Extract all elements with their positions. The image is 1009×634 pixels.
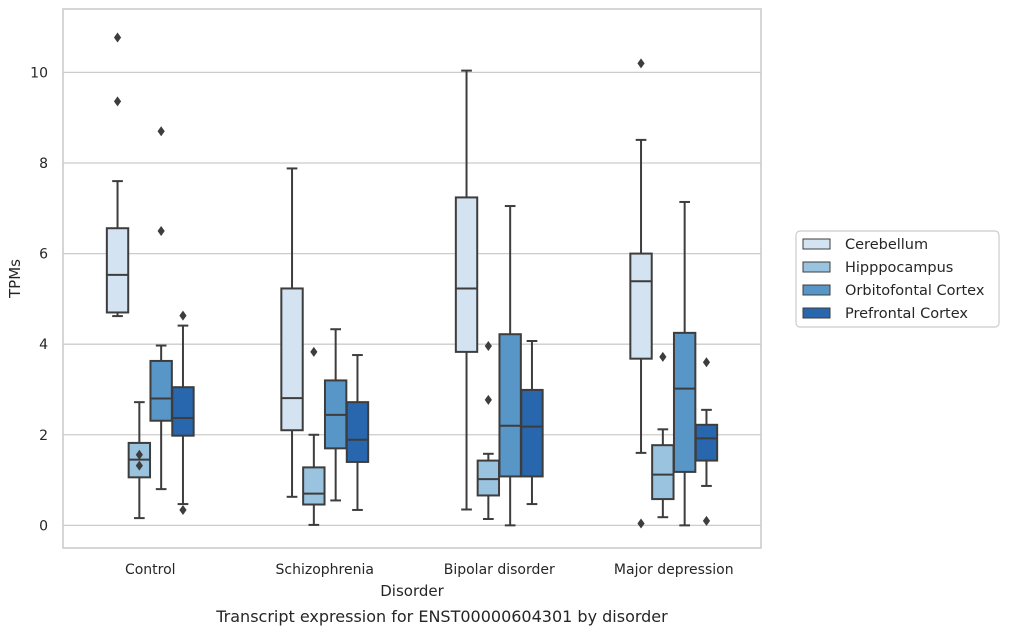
outlier-point	[179, 504, 187, 515]
y-tick-label: 10	[30, 65, 48, 81]
box-group	[127, 401, 152, 520]
outlier-point	[484, 394, 492, 405]
legend-swatch	[802, 261, 831, 273]
legend-label: Orbitofontal Cortex	[845, 283, 985, 299]
outlier-point	[637, 518, 645, 529]
box-group	[476, 340, 501, 521]
y-tick-label: 6	[39, 247, 48, 263]
outlier-point	[135, 460, 143, 471]
outlier-point	[484, 340, 492, 351]
legend-item: Cerebellum	[802, 237, 928, 253]
box	[672, 331, 697, 473]
outlier-point	[179, 310, 187, 321]
box	[651, 444, 675, 501]
series-1	[127, 340, 675, 526]
x-tick-label: Schizophrenia	[276, 562, 374, 578]
outlier-point	[659, 351, 667, 362]
legend: Cerebellum Hipppocampus Orbitofontal Corte…	[795, 230, 1000, 328]
legend-swatch	[802, 284, 831, 296]
x-tick-label: Control	[125, 562, 176, 578]
box-group	[323, 328, 348, 502]
outlier-point	[157, 225, 165, 236]
box-group	[454, 69, 479, 511]
box	[629, 252, 653, 360]
box-group	[302, 346, 326, 526]
box	[345, 401, 370, 463]
box-group	[520, 340, 544, 506]
legend-item: Orbitofontal Cortex	[802, 283, 985, 299]
plot-area-frame	[62, 8, 762, 549]
legend-swatch	[802, 238, 831, 250]
box	[520, 388, 544, 478]
x-axis-label: Disorder	[380, 582, 444, 600]
box	[149, 359, 173, 422]
box	[171, 386, 195, 437]
series-0	[105, 32, 653, 529]
outlier-point	[702, 357, 711, 368]
series-2	[149, 126, 697, 527]
box	[694, 423, 719, 462]
legend-frame	[795, 230, 1000, 328]
box-group	[694, 357, 719, 526]
box-group	[105, 32, 130, 318]
y-tick-labels: 0 2 4 6 8 10	[30, 65, 48, 534]
y-axis-label: TPMs	[6, 259, 24, 299]
box	[105, 227, 130, 314]
legend-label: Prefrontal Cortex	[845, 306, 968, 322]
legend-item: Hipppocampus	[802, 260, 953, 276]
legend-swatch	[802, 307, 831, 319]
outlier-point	[113, 96, 122, 107]
x-tick-labels: Control Schizophrenia Bipolar disorder Majo…	[125, 562, 734, 578]
box-group	[672, 200, 697, 527]
x-tick-label: Bipolar disorder	[444, 562, 555, 578]
box	[302, 466, 326, 506]
box	[498, 333, 522, 478]
outlier-point	[637, 58, 645, 69]
legend-label: Hipppocampus	[845, 260, 953, 276]
box-group	[280, 167, 304, 498]
box	[476, 459, 501, 497]
outlier-point	[157, 126, 165, 137]
box	[280, 287, 304, 432]
box-plot-series	[105, 32, 719, 529]
y-tick-label: 4	[39, 337, 48, 353]
box-group	[629, 58, 653, 529]
y-tick-label: 8	[39, 156, 48, 172]
y-tick-label: 0	[39, 518, 48, 534]
outlier-point	[113, 32, 122, 43]
y-tick-label: 2	[39, 428, 48, 444]
box-group	[171, 310, 195, 515]
x-tick-label: Major depression	[614, 562, 734, 578]
legend-item: Prefrontal Cortex	[802, 306, 968, 322]
outlier-point	[702, 515, 711, 526]
outlier-point	[310, 346, 318, 357]
outlier-point	[135, 449, 143, 460]
series-3	[171, 310, 719, 526]
legend-label: Cerebellum	[845, 237, 928, 253]
chart-caption: Transcript expression for ENST0000060430…	[215, 607, 668, 626]
box-group	[345, 354, 370, 511]
box	[454, 196, 479, 353]
